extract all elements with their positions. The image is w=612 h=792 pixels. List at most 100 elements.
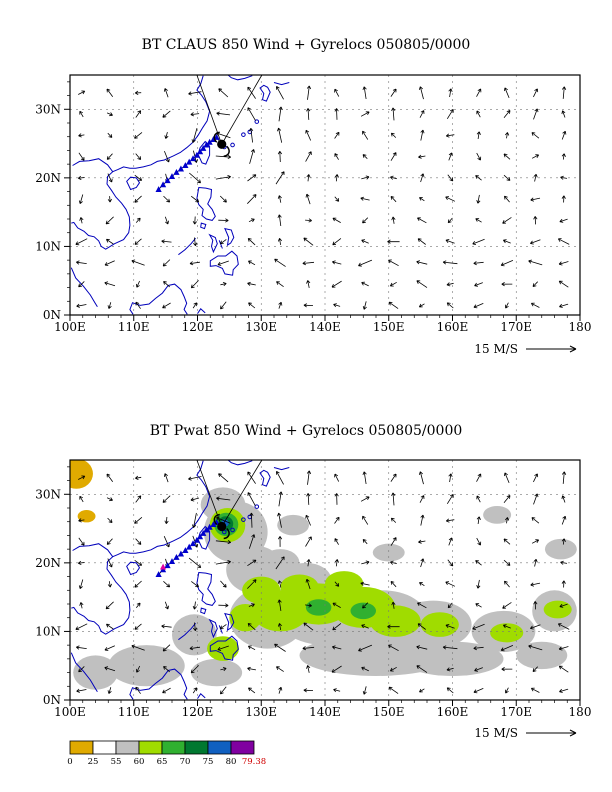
shading-layer: [70, 460, 577, 690]
wind-arrow: [163, 666, 170, 673]
wind-arrow: [445, 196, 456, 202]
wind-arrow: [334, 196, 340, 202]
wind-arrow: [162, 687, 171, 694]
wind-arrow: [135, 538, 142, 545]
wind-arrow: [191, 127, 198, 143]
wind-arrow: [390, 560, 397, 565]
wind-arrow: [331, 280, 342, 288]
colorbar-cell: [207, 740, 232, 755]
wind-arrow: [530, 582, 541, 587]
track-marker: [193, 536, 200, 543]
wind-arrow: [247, 623, 256, 631]
wind-arrow: [219, 195, 227, 203]
wind-arrow: [220, 580, 227, 588]
coastline: [71, 158, 131, 250]
coastline: [209, 250, 239, 276]
axis-labels: 100E 110E 120E 130E 140E 150E 160E 170E 180 0N 10N…: [35, 102, 591, 334]
coastline: [218, 240, 223, 249]
wind-arrow: [476, 579, 481, 589]
shading-blob: [207, 636, 239, 661]
wind-arrow: [276, 470, 284, 485]
wind-arrow: [418, 303, 425, 308]
wind-arrow: [134, 132, 143, 139]
wind-arrow: [107, 173, 113, 183]
coastlines: [70, 74, 290, 315]
wind-arrow: [391, 107, 396, 121]
wind-arrow: [163, 536, 170, 548]
wind-arrow: [561, 471, 567, 484]
wind-arrow: [163, 281, 170, 288]
coastline: [70, 652, 98, 693]
wind-arrow: [276, 666, 284, 672]
wind-arrow: [505, 302, 509, 309]
wind-arrow: [503, 110, 511, 118]
wind-arrow: [136, 280, 140, 288]
wind-arrow: [389, 281, 397, 287]
storm-tail-top: [213, 131, 220, 143]
wind-arrow: [532, 666, 538, 672]
y-tick-label: 0N: [43, 308, 61, 322]
wind-arrow: [78, 133, 85, 138]
wind-arrow: [417, 623, 426, 630]
wind-arrow: [106, 623, 114, 630]
wind-arrow: [533, 88, 539, 98]
wind-arrow: [303, 622, 314, 631]
wind-arrow: [162, 110, 171, 118]
coastline: [259, 469, 271, 487]
track-marker: [173, 553, 180, 560]
wind-arrow: [361, 560, 370, 565]
track-marker: [200, 529, 207, 536]
wind-arrow: [501, 282, 513, 287]
wind-arrow: [416, 645, 428, 650]
wind-arrow: [334, 473, 340, 482]
wind-arrow: [131, 644, 145, 651]
wind-arrow: [77, 175, 85, 180]
wind-arrow: [476, 88, 482, 97]
wind-arrow: [220, 667, 227, 672]
wind-arrow: [561, 110, 566, 118]
coastline: [197, 693, 206, 699]
shading-blob: [242, 576, 281, 604]
coastline: [126, 561, 141, 576]
wind-arrow: [528, 259, 543, 266]
wind-arrow: [334, 581, 340, 587]
wind-arrow: [75, 238, 88, 246]
track-marker: [206, 138, 213, 145]
wind-arrow: [417, 217, 427, 224]
colorbar-cell: [161, 740, 186, 755]
track-marker: [186, 158, 193, 165]
track-marker: [168, 173, 176, 179]
wind-arrow: [306, 280, 311, 288]
wind-arrow: [277, 536, 283, 547]
wind-arrow: [164, 131, 169, 139]
x-tick-label: 100E: [54, 705, 86, 719]
wind-arrow: [306, 85, 312, 100]
island-dot: [230, 142, 235, 148]
coastline: [126, 176, 141, 191]
wind-arrow: [360, 581, 370, 586]
wind-arrow: [447, 602, 453, 609]
wind-arrow: [442, 260, 458, 265]
wind-arrow: [417, 238, 426, 245]
y-tick-label: 10N: [35, 239, 61, 253]
wind-arrow: [416, 260, 428, 265]
wind-arrow: [106, 497, 113, 502]
wind-arrow: [306, 108, 311, 120]
wind-arrow: [249, 149, 255, 164]
wind-arrow: [504, 132, 510, 139]
wind-arrow: [107, 196, 112, 203]
wind-arrow: [447, 559, 454, 567]
wind-arrow: [105, 216, 114, 225]
wind-arrow: [106, 88, 114, 97]
wind-arrow: [390, 88, 397, 97]
wind-arrow: [505, 687, 509, 694]
wind-arrow: [220, 282, 227, 287]
coastline: [71, 543, 131, 635]
wind-arrow: [502, 624, 511, 629]
wind-arrow: [362, 86, 367, 100]
wind-arrow: [361, 175, 370, 180]
wind-arrow: [334, 516, 340, 524]
track-marker: [177, 550, 185, 557]
wind-arrow: [358, 259, 373, 267]
